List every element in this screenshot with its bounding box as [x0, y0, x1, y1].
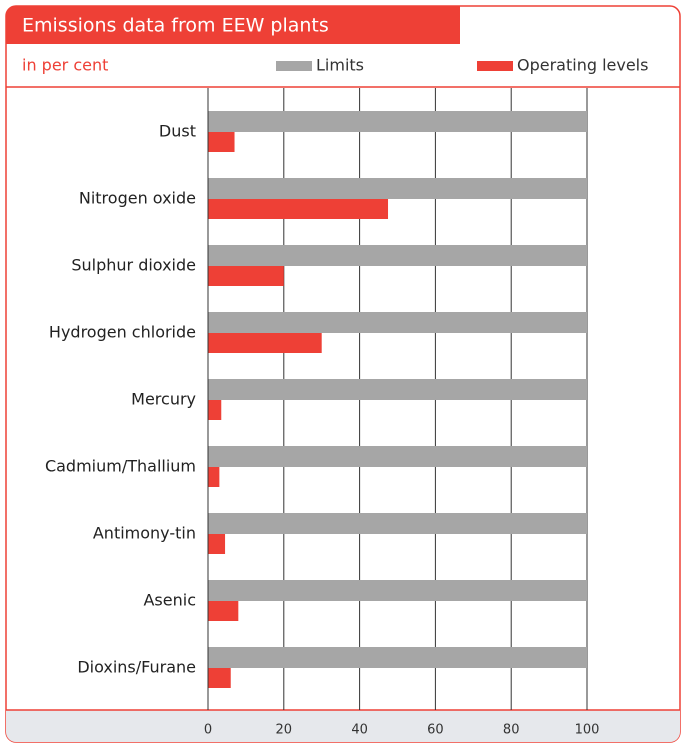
y-tick-label: Antimony-tin — [93, 524, 196, 543]
x-tick-label: 20 — [276, 723, 293, 738]
bar — [208, 312, 587, 333]
bar — [208, 178, 587, 199]
footer-band — [6, 710, 680, 742]
bar — [208, 580, 587, 601]
x-tick-label: 60 — [427, 723, 444, 738]
bar — [208, 111, 587, 132]
x-tick-label: 0 — [204, 723, 212, 738]
x-tick-label: 100 — [575, 723, 600, 738]
x-tick-label: 80 — [503, 723, 520, 738]
bar — [208, 668, 231, 688]
y-tick-label: Cadmium/Thallium — [45, 457, 196, 476]
chart-title: Emissions data from EEW plants — [22, 15, 329, 37]
bar — [208, 379, 587, 400]
y-tick-label: Hydrogen chloride — [49, 323, 196, 342]
y-tick-label: Asenic — [143, 591, 196, 610]
bar — [208, 132, 235, 152]
bar — [208, 333, 322, 353]
bar — [208, 467, 220, 487]
y-tick-label: Sulphur dioxide — [71, 256, 196, 275]
bar — [208, 245, 587, 266]
bar — [208, 199, 389, 219]
subtitle: in per cent — [22, 56, 108, 75]
x-tick-label: 40 — [351, 723, 368, 738]
bar — [208, 266, 284, 286]
bar — [208, 647, 587, 668]
y-tick-label: Mercury — [131, 390, 196, 409]
bar — [208, 601, 239, 621]
legend-swatch — [276, 61, 312, 71]
bar — [208, 513, 587, 534]
y-tick-label: Dioxins/Furane — [77, 658, 196, 677]
title-banner — [6, 6, 460, 44]
y-tick-label: Nitrogen oxide — [79, 189, 196, 208]
y-tick-label: Dust — [159, 122, 196, 141]
bar — [208, 400, 222, 420]
bar — [208, 446, 587, 467]
legend-label: Operating levels — [517, 56, 648, 75]
legend-label: Limits — [316, 56, 364, 75]
legend-swatch — [477, 61, 513, 71]
bar — [208, 534, 226, 554]
